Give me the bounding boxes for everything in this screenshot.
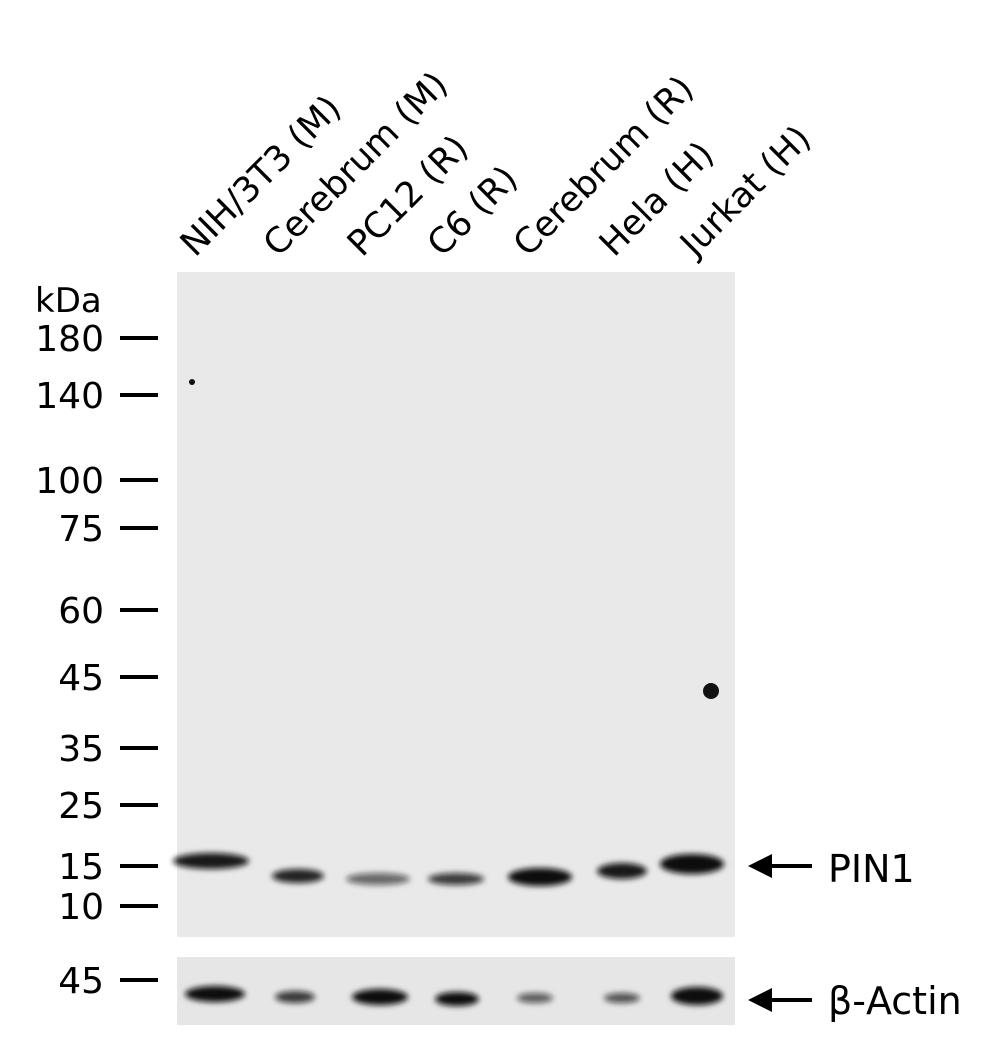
target-label: β-Actin	[828, 979, 962, 1023]
marker-label: 180	[35, 319, 104, 360]
actin-panel	[177, 957, 735, 1025]
marker-label: 15	[58, 847, 104, 888]
marker-label: 25	[58, 786, 104, 827]
pin1-bands	[173, 853, 724, 886]
blot-panel	[177, 272, 735, 937]
marker-label: 100	[35, 461, 104, 502]
target-label: PIN1	[828, 847, 915, 891]
marker-label: 10	[58, 887, 104, 928]
marker-label: 35	[58, 729, 104, 770]
artifact	[189, 379, 195, 385]
marker-label: 140	[35, 376, 104, 417]
actin-bands	[185, 986, 723, 1006]
marker-label: 75	[58, 509, 104, 550]
marker-label: 45	[58, 658, 104, 699]
unit-label: kDa	[35, 281, 102, 321]
marker-label: 45	[58, 961, 104, 1002]
artifact	[703, 683, 719, 699]
arrow	[748, 854, 812, 1012]
marker-label: 60	[58, 591, 104, 632]
